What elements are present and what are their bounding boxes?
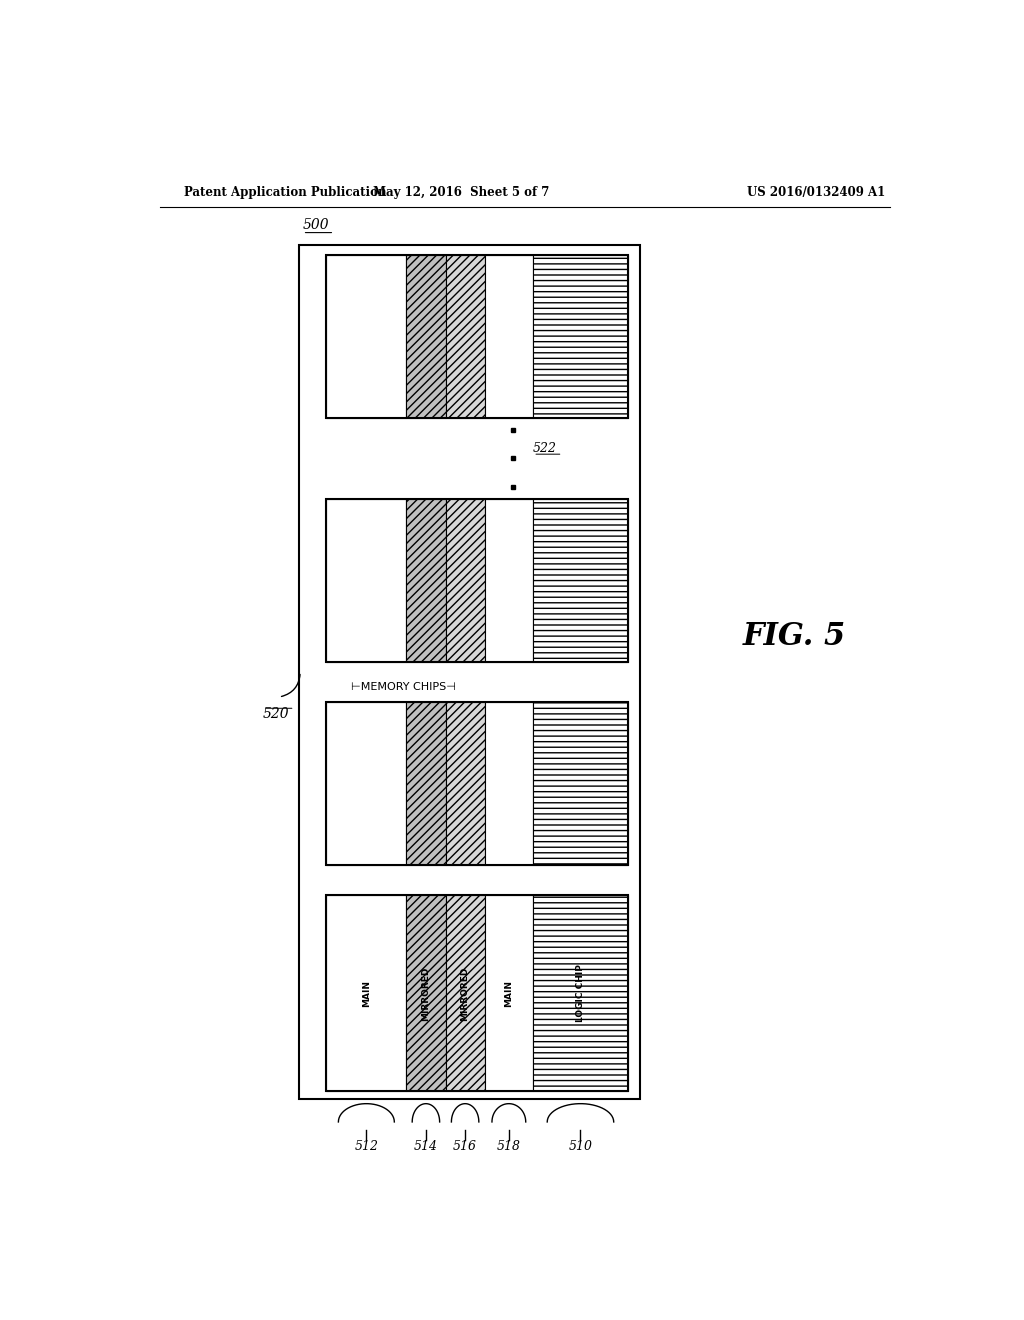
- Bar: [327, 702, 628, 865]
- Bar: [484, 702, 532, 865]
- Text: May 12, 2016  Sheet 5 of 7: May 12, 2016 Sheet 5 of 7: [373, 186, 550, 199]
- Text: MAIN: MAIN: [361, 979, 371, 1007]
- Bar: [327, 895, 407, 1092]
- Bar: [327, 895, 628, 1092]
- Text: MIRRORED: MIRRORED: [461, 966, 470, 1020]
- Text: 522: 522: [534, 442, 557, 454]
- Bar: [407, 255, 445, 417]
- Bar: [445, 499, 484, 661]
- Bar: [532, 499, 628, 661]
- Bar: [445, 255, 484, 417]
- Bar: [532, 702, 628, 865]
- Bar: [484, 255, 532, 417]
- Text: 514: 514: [414, 1140, 438, 1154]
- Bar: [327, 255, 407, 417]
- Text: 512: 512: [354, 1140, 378, 1154]
- Bar: [407, 499, 445, 661]
- Text: 510: 510: [568, 1140, 593, 1154]
- Bar: [327, 255, 628, 417]
- Text: ⊢MEMORY CHIPS⊣: ⊢MEMORY CHIPS⊣: [350, 682, 456, 692]
- Bar: [484, 895, 532, 1092]
- Text: FIG. 5: FIG. 5: [743, 620, 846, 652]
- Bar: [445, 702, 484, 865]
- Text: 516: 516: [454, 1140, 477, 1154]
- Bar: [407, 895, 445, 1092]
- Bar: [532, 255, 628, 417]
- Text: 520: 520: [263, 708, 290, 721]
- Bar: [484, 499, 532, 661]
- Bar: [532, 895, 628, 1092]
- Bar: [327, 499, 628, 661]
- Text: 500: 500: [303, 218, 330, 231]
- Text: 518: 518: [497, 1140, 521, 1154]
- Bar: [327, 702, 407, 865]
- FancyArrowPatch shape: [282, 675, 300, 697]
- Text: MIRRORED: MIRRORED: [422, 966, 430, 1020]
- Bar: [407, 702, 445, 865]
- Text: Patent Application Publication: Patent Application Publication: [183, 186, 386, 199]
- Bar: [299, 244, 640, 1098]
- Text: US 2016/0132409 A1: US 2016/0132409 A1: [748, 186, 886, 199]
- Text: LOGIC CHIP: LOGIC CHIP: [575, 965, 585, 1022]
- Bar: [445, 895, 484, 1092]
- Bar: [327, 499, 407, 661]
- Text: MAIN: MAIN: [505, 979, 513, 1007]
